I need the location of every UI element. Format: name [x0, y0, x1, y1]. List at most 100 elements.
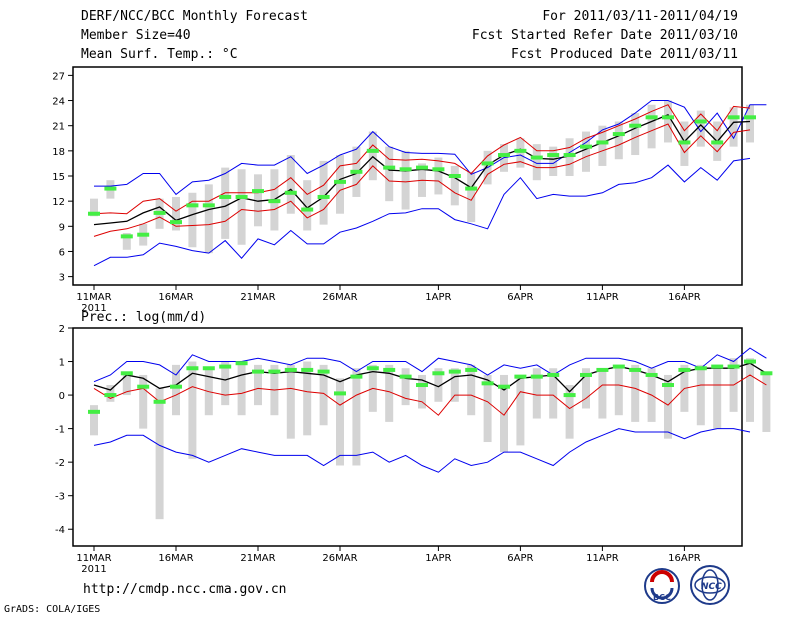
- precipitation-spread-box: [598, 368, 607, 419]
- precipitation-median-mark: [350, 374, 363, 379]
- precipitation-spread-box: [237, 361, 246, 416]
- precipitation-median-mark: [317, 369, 330, 374]
- precipitation-median-mark: [235, 361, 248, 366]
- temperature-median-mark: [662, 115, 674, 120]
- temperature-xtick-label: 1APR: [425, 292, 451, 303]
- precipitation-spread-box: [582, 368, 590, 409]
- precipitation-median-mark: [416, 383, 428, 388]
- precipitation-spread-box: [696, 364, 705, 426]
- precipitation-spread-box: [483, 374, 492, 443]
- temperature-spread-box: [172, 196, 180, 231]
- temperature-ytick-label: 18: [52, 147, 65, 158]
- precipitation-spread-box: [664, 374, 672, 439]
- temperature-spread-box: [696, 110, 705, 147]
- precipitation-year-label: 2011: [81, 564, 106, 575]
- temperature-xtick-label: 6APR: [507, 292, 533, 303]
- temperature-spread-box: [90, 198, 98, 217]
- precipitation-median-mark: [612, 364, 625, 369]
- temperature-median-mark: [202, 203, 215, 208]
- temperature-median-mark: [366, 148, 379, 153]
- precipitation-spread-box: [631, 364, 640, 422]
- temperature-median-mark: [465, 186, 478, 191]
- precipitation-median-mark: [334, 391, 346, 396]
- precipitation-median-mark: [498, 384, 510, 389]
- precipitation-median-mark: [88, 409, 100, 414]
- temperature-median-mark: [350, 169, 363, 174]
- precipitation-median-mark: [137, 384, 150, 389]
- temperature-median-mark: [399, 167, 412, 172]
- precipitation-xtick-label: 26MAR: [322, 553, 357, 564]
- precipitation-median-mark: [120, 371, 133, 376]
- precipitation-spread-box: [254, 364, 262, 406]
- temperature-xtick-label: 21MAR: [240, 292, 275, 303]
- temperature-ytick-label: 9: [59, 222, 65, 233]
- temperature-xtick-label: 11APR: [586, 292, 619, 303]
- precipitation-xtick-label: 1APR: [425, 553, 451, 564]
- temperature-median-mark: [268, 199, 281, 204]
- temperature-ytick-label: 24: [52, 97, 65, 108]
- precipitation-spread_lower-line: [93, 374, 767, 416]
- temperature-spread-box: [549, 146, 558, 176]
- precipitation-spread-box: [286, 364, 295, 439]
- temperature-median-mark: [170, 220, 182, 225]
- temperature-median-mark: [711, 140, 724, 145]
- temperature-ytick-label: 15: [52, 172, 65, 183]
- temperature-ytick-label: 6: [59, 247, 65, 258]
- bcc-logo: BCC: [644, 568, 680, 604]
- forecast-period: For 2011/03/11-2011/04/19: [542, 9, 738, 24]
- precipitation-ytick-label: -2: [55, 458, 65, 469]
- temperature-median-mark: [301, 207, 314, 212]
- temperature-spread-box: [746, 104, 754, 143]
- temperature-median-mark: [596, 140, 609, 145]
- precipitation-spread-box: [303, 361, 312, 436]
- precipitation-xtick-label: 11APR: [586, 553, 619, 564]
- temperature-spread-box: [631, 113, 640, 156]
- precipitation-median-mark: [694, 366, 707, 371]
- fcst-produced-date: Fcst Produced Date 2011/03/11: [511, 47, 738, 62]
- temperature-median-mark: [120, 234, 133, 239]
- temperature-spread-box: [204, 184, 213, 254]
- precipitation-median-mark: [530, 374, 543, 379]
- temperature-median-mark: [580, 144, 592, 149]
- temperature-xtick-label: 26MAR: [322, 292, 357, 303]
- precipitation-xtick-label: 6APR: [507, 553, 533, 564]
- precipitation-median-mark: [153, 399, 166, 404]
- precipitation-spread-box: [434, 368, 443, 402]
- precipitation-median-mark: [629, 367, 642, 372]
- ncc-logo: NCC: [690, 565, 730, 605]
- precipitation-ytick-label: -4: [55, 525, 65, 536]
- precipitation-min-line: [93, 428, 751, 473]
- precipitation-spread-box: [516, 374, 525, 446]
- precipitation-median-mark: [432, 371, 445, 376]
- temperature-median-mark: [727, 115, 740, 120]
- precipitation-spread-box: [713, 364, 722, 429]
- temperature-median-mark: [219, 194, 232, 199]
- temperature-median-mark: [153, 210, 166, 215]
- temperature-spread-box: [188, 192, 197, 248]
- precipitation-spread-box: [221, 361, 230, 406]
- temperature-median-mark: [104, 186, 117, 191]
- source-url[interactable]: http://cmdp.ncc.cma.gov.cn: [83, 582, 287, 597]
- temperature-median-mark: [235, 194, 248, 199]
- precipitation-spread-box: [122, 371, 131, 396]
- precipitation-median-mark: [481, 381, 494, 386]
- precipitation-median-mark: [366, 366, 379, 371]
- precipitation-spread-box: [762, 371, 771, 432]
- precipitation-spread-box: [500, 374, 508, 453]
- precipitation-spread-box: [418, 374, 426, 409]
- precipitation-ytick-label: 1: [59, 358, 65, 369]
- bcc-logo-text: BCC: [653, 593, 671, 602]
- temperature-spread-box: [385, 146, 394, 202]
- precipitation-median-mark: [580, 372, 592, 377]
- precipitation-median-mark: [514, 374, 527, 379]
- precipitation-median-mark: [678, 367, 691, 372]
- temperature-median-mark: [317, 194, 330, 199]
- precipitation-median-mark: [284, 367, 297, 372]
- temperature-median-mark: [186, 203, 199, 208]
- precipitation-median-mark: [383, 367, 396, 372]
- precipitation-ytick-label: -3: [55, 492, 65, 503]
- temperature-median-mark: [744, 115, 756, 120]
- temperature-median-mark: [547, 153, 560, 158]
- temperature-median-mark: [383, 165, 396, 170]
